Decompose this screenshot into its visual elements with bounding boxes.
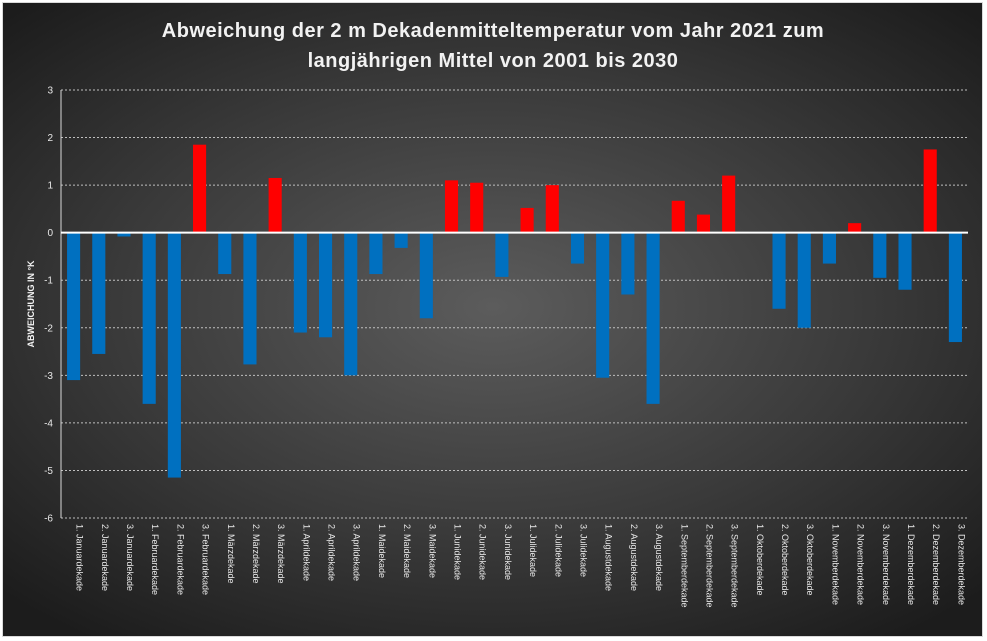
x-tick-label: 1. Julidekade — [528, 524, 538, 577]
x-tick-label: 3. Dezemberdekade — [956, 524, 966, 605]
x-tick-label: 2. Augustdekade — [629, 524, 639, 591]
x-tick-label: 3. Märzdekade — [276, 524, 286, 584]
x-tick-label: 2. Februardekade — [175, 524, 185, 595]
bar — [596, 232, 610, 378]
x-tick-label: 3. Februardekade — [201, 524, 211, 595]
bar — [92, 232, 106, 354]
x-tick-label: 3. Maidekade — [427, 524, 437, 578]
y-tick-label: -3 — [44, 371, 53, 382]
chart-title-line-2: langjährigen Mittel von 2001 bis 2030 — [308, 50, 679, 72]
y-tick-label: -2 — [44, 323, 53, 334]
bar — [772, 232, 786, 309]
y-tick-label: 1 — [47, 181, 53, 192]
x-tick-label: 1. Novemberdekade — [830, 524, 840, 605]
x-tick-label: 2. Oktoberdekade — [780, 524, 790, 596]
y-tick-label: 3 — [47, 86, 53, 97]
bar — [268, 177, 282, 233]
gridlines — [61, 89, 968, 519]
x-tick-label: 2. Julidekade — [553, 524, 563, 577]
chart-title: Abweichung der 2 m Dekadenmitteltemperat… — [162, 20, 824, 72]
bar — [167, 232, 181, 478]
x-tick-label: 1. Aprildekade — [301, 524, 311, 581]
x-tick-label: 2. Januardekade — [100, 524, 110, 591]
bar — [570, 232, 585, 264]
bars — [67, 144, 962, 478]
y-axis-label: ABWEICHUNG IN °K — [26, 260, 36, 348]
bar — [344, 232, 358, 376]
x-tick-label: 3. Aprildekade — [352, 524, 362, 581]
x-tick-label: 1. Maidekade — [377, 524, 387, 578]
bar — [67, 232, 81, 381]
bar — [318, 232, 333, 338]
x-tick-label: 3. Septemberdekade — [730, 524, 740, 608]
x-tick-label: 2. Septemberdekade — [704, 524, 714, 608]
bar — [293, 232, 307, 333]
bar — [621, 232, 635, 295]
x-tick-label: 1. Märzdekade — [226, 524, 236, 584]
bar — [545, 185, 559, 233]
bar — [848, 223, 862, 233]
x-tick-label: 1. Oktoberdekade — [755, 524, 765, 596]
x-tick-label: 1. Januardekade — [75, 524, 85, 591]
x-tick-label: 1. Dezemberdekade — [906, 524, 916, 605]
x-tick-label: 1. Junidekade — [453, 524, 463, 580]
bar — [117, 232, 131, 237]
bar — [722, 175, 736, 233]
x-tick-label: 1. Februardekade — [150, 524, 160, 595]
bar — [797, 232, 811, 328]
y-tick-label: 0 — [47, 228, 53, 239]
x-tick-labels: 1. Januardekade 2. Januardekade 3. Januard… — [75, 524, 967, 608]
bar — [696, 214, 711, 233]
bar — [948, 232, 962, 343]
bar — [495, 232, 509, 277]
x-tick-label: 1. Augustdekade — [604, 524, 614, 591]
y-tick-label: 2 — [47, 133, 53, 144]
x-tick-label: 1. Septemberdekade — [679, 524, 689, 608]
chart-title-line-1: Abweichung der 2 m Dekadenmitteltemperat… — [162, 20, 824, 42]
axes — [60, 90, 968, 518]
x-tick-label: 3. Junidekade — [503, 524, 513, 580]
x-tick-label: 2. Junidekade — [478, 524, 488, 580]
x-tick-label: 3. Oktoberdekade — [805, 524, 815, 596]
bar — [671, 200, 685, 233]
x-tick-label: 3. Julidekade — [578, 524, 588, 577]
bar — [193, 144, 207, 233]
bar — [923, 149, 937, 233]
y-tick-label: -1 — [44, 276, 53, 287]
bar — [822, 232, 836, 264]
x-tick-label: 2. Maidekade — [402, 524, 412, 578]
x-tick-label: 2. Aprildekade — [327, 524, 337, 581]
bar — [873, 232, 887, 278]
y-tick-label: -6 — [44, 514, 53, 525]
x-tick-label: 2. Novemberdekade — [856, 524, 866, 605]
bar — [419, 232, 433, 319]
bar — [470, 182, 484, 233]
y-tick-labels: 3 2 1 0 -1 -2 -3 -4 -5 -6 — [44, 86, 53, 525]
bar — [444, 180, 459, 233]
bar — [898, 232, 912, 290]
x-tick-label: 2. Dezemberdekade — [931, 524, 941, 605]
x-tick-label: 3. Novemberdekade — [881, 524, 891, 605]
bar — [394, 232, 408, 248]
x-tick-label: 2. Märzdekade — [251, 524, 261, 584]
bar — [646, 232, 660, 404]
bar — [142, 232, 156, 404]
x-tick-label: 3. Januardekade — [125, 524, 135, 591]
bar — [243, 232, 257, 365]
bar — [369, 232, 383, 275]
bar — [520, 207, 534, 233]
y-tick-label: -4 — [44, 418, 53, 429]
bar — [218, 232, 232, 275]
x-tick-label: 3. Augustdekade — [654, 524, 664, 591]
y-tick-label: -5 — [44, 466, 53, 477]
